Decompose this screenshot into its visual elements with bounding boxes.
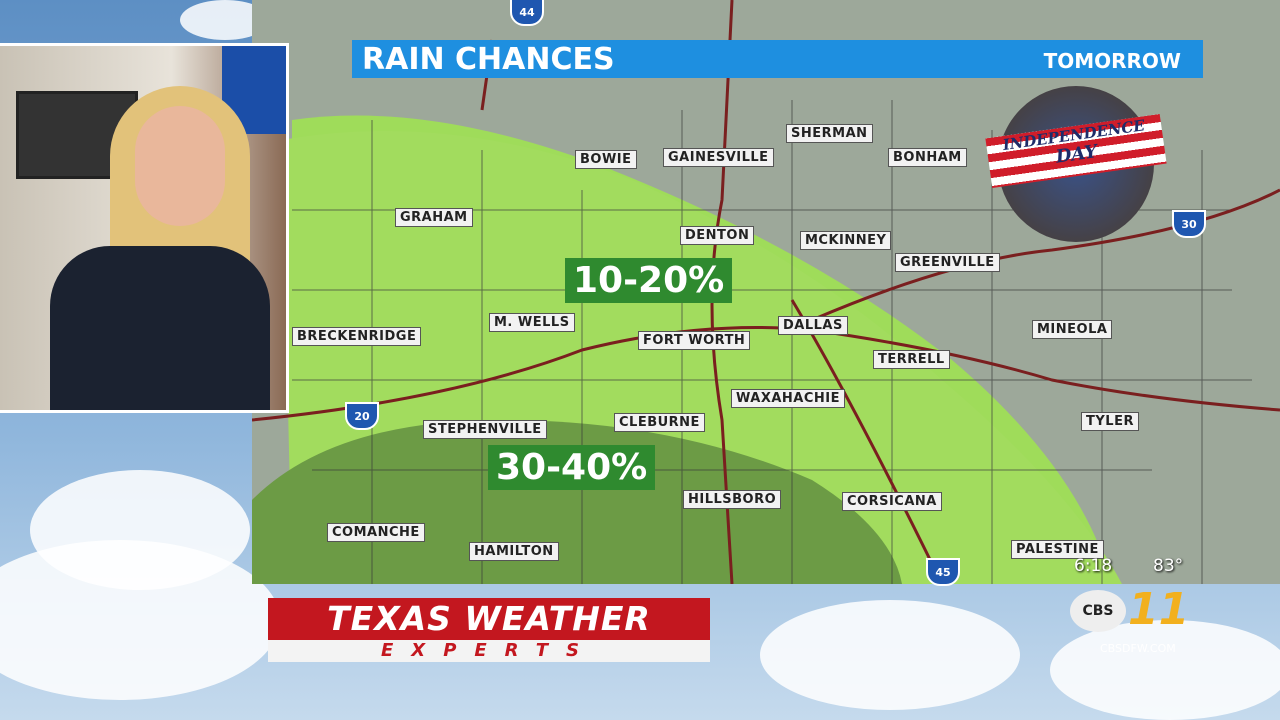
- holiday-badge: INDEPENDENCE DAY: [985, 86, 1167, 242]
- city-label: MINEOLA: [1032, 320, 1113, 339]
- station-logo: CBS 11: [1070, 584, 1190, 640]
- clock: 6:18: [1074, 556, 1113, 576]
- rain-chance-label: 30-40%: [488, 445, 656, 490]
- city-label: FORT WORTH: [638, 331, 751, 350]
- show-title: TEXAS WEATHER: [327, 599, 651, 638]
- interstate-shield: 44: [510, 0, 544, 26]
- show-subtitle-bar: EXPERTS: [268, 640, 710, 662]
- city-label: HILLSBORO: [683, 490, 782, 509]
- rain-chance-label: 10-20%: [565, 258, 733, 303]
- station-eye: CBS: [1070, 590, 1126, 632]
- presenter-body: [50, 246, 270, 410]
- city-label: CORSICANA: [842, 492, 942, 511]
- cloud: [0, 540, 280, 700]
- show-subtitle: EXPERTS: [381, 640, 597, 661]
- channel-number: 11: [1128, 584, 1190, 635]
- city-label: TYLER: [1081, 412, 1139, 431]
- city-label: DALLAS: [778, 316, 848, 335]
- city-label: STEPHENVILLE: [423, 420, 547, 439]
- city-label: HAMILTON: [469, 542, 559, 561]
- website: CBSDFW.COM: [1100, 642, 1176, 655]
- city-label: TERRELL: [873, 350, 950, 369]
- city-label: DENTON: [680, 226, 755, 245]
- city-label: GAINESVILLE: [663, 148, 774, 167]
- interstate-shield: 20: [345, 402, 379, 430]
- title-bar: RAIN CHANCES TOMORROW: [352, 40, 1203, 78]
- city-label: COMANCHE: [327, 523, 425, 542]
- city-label: BONHAM: [888, 148, 967, 167]
- interstate-shield: 45: [926, 558, 960, 586]
- city-label: PALESTINE: [1011, 540, 1104, 559]
- cloud: [760, 600, 1020, 710]
- city-label: SHERMAN: [786, 124, 873, 143]
- interstate-shield: 30: [1172, 210, 1206, 238]
- video-inset: [0, 43, 289, 413]
- temperature: 83°: [1153, 556, 1184, 576]
- city-label: WAXAHACHIE: [731, 389, 845, 408]
- period: TOMORROW: [1043, 49, 1181, 73]
- city-label: GREENVILLE: [895, 253, 1000, 272]
- city-label: BRECKENRIDGE: [292, 327, 422, 346]
- cloud: [1050, 620, 1280, 720]
- city-label: MCKINNEY: [800, 231, 892, 250]
- title: RAIN CHANCES: [362, 42, 615, 77]
- city-label: CLEBURNE: [614, 413, 705, 432]
- city-label: BOWIE: [575, 150, 637, 169]
- badge-ribbon: INDEPENDENCE DAY: [985, 113, 1167, 189]
- show-banner: TEXAS WEATHER: [268, 598, 710, 640]
- city-label: GRAHAM: [395, 208, 473, 227]
- rain-zone-high: [252, 420, 902, 584]
- presenter-face: [135, 106, 225, 226]
- city-label: M. WELLS: [489, 313, 575, 332]
